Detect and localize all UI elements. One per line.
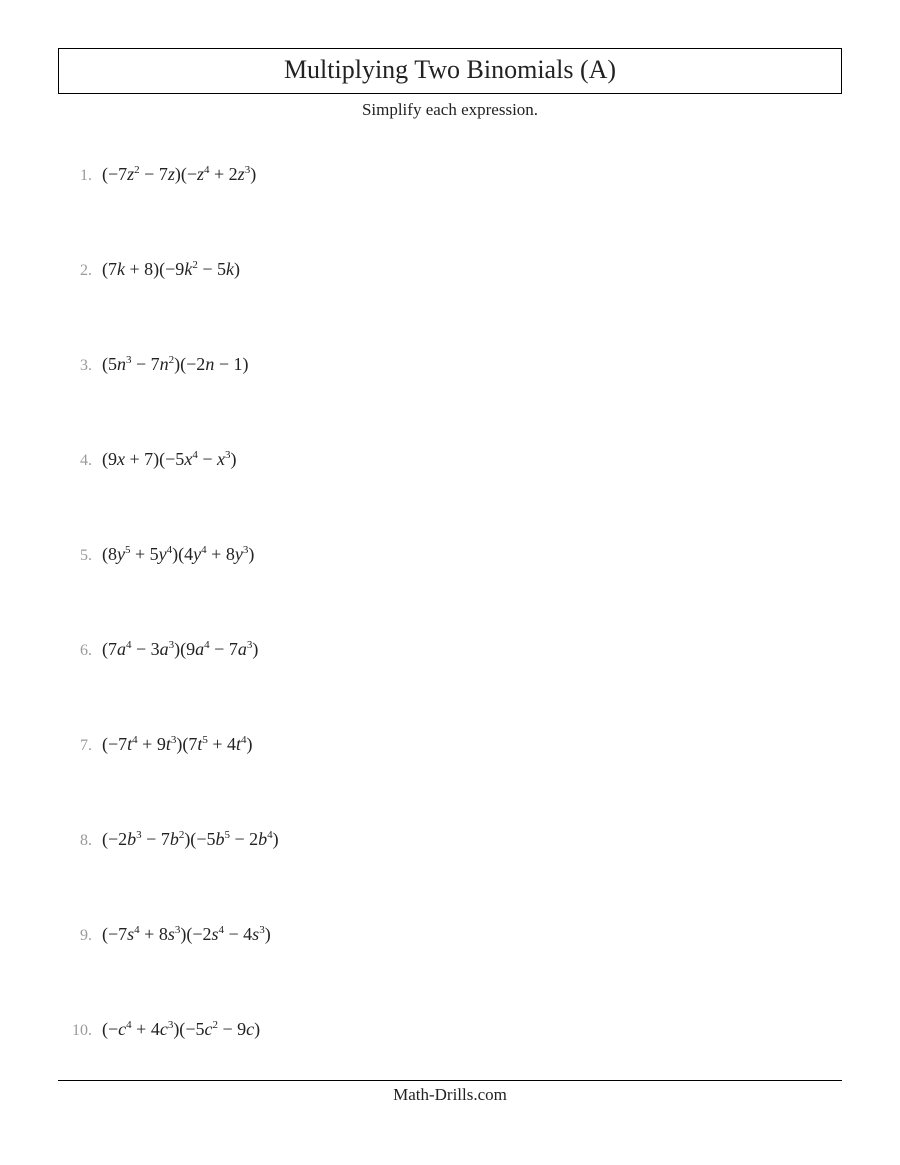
expression: (7a4 − 3a3)(9a4 − 7a3) [102, 639, 258, 660]
problem-number: 1. [64, 167, 92, 185]
problem-row: 6. (7a4 − 3a3)(9a4 − 7a3) [64, 639, 842, 660]
problem-row: 1. (−7z2 − 7z)(−z4 + 2z3) [64, 164, 842, 185]
problem-number: 2. [64, 262, 92, 280]
title-box: Multiplying Two Binomials (A) [58, 48, 842, 94]
problem-number: 8. [64, 832, 92, 850]
expression: (7k + 8)(−9k2 − 5k) [102, 259, 240, 280]
problem-row: 7. (−7t4 + 9t3)(7t5 + 4t4) [64, 734, 842, 755]
problem-row: 2. (7k + 8)(−9k2 − 5k) [64, 259, 842, 280]
problem-row: 9. (−7s4 + 8s3)(−2s4 − 4s3) [64, 924, 842, 945]
problem-number: 3. [64, 357, 92, 375]
problem-number: 5. [64, 547, 92, 565]
expression: (5n3 − 7n2)(−2n − 1) [102, 354, 248, 375]
expression: (−c4 + 4c3)(−5c2 − 9c) [102, 1019, 260, 1040]
problem-row: 5. (8y5 + 5y4)(4y4 + 8y3) [64, 544, 842, 565]
footer-text: Math-Drills.com [393, 1085, 507, 1104]
problem-row: 3. (5n3 − 7n2)(−2n − 1) [64, 354, 842, 375]
page-title: Multiplying Two Binomials (A) [284, 55, 616, 84]
problem-number: 6. [64, 642, 92, 660]
problem-number: 9. [64, 927, 92, 945]
footer: Math-Drills.com [58, 1080, 842, 1105]
problem-row: 8. (−2b3 − 7b2)(−5b5 − 2b4) [64, 829, 842, 850]
problem-number: 7. [64, 737, 92, 755]
problem-number: 10. [64, 1022, 92, 1040]
problem-number: 4. [64, 452, 92, 470]
expression: (8y5 + 5y4)(4y4 + 8y3) [102, 544, 254, 565]
instructions: Simplify each expression. [58, 100, 842, 120]
expression: (−7s4 + 8s3)(−2s4 − 4s3) [102, 924, 271, 945]
problem-list: 1. (−7z2 − 7z)(−z4 + 2z3) 2. (7k + 8)(−9k2 … [58, 164, 842, 1040]
expression: (9x + 7)(−5x4 − x3) [102, 449, 236, 470]
expression: (−7z2 − 7z)(−z4 + 2z3) [102, 164, 256, 185]
problem-row: 4. (9x + 7)(−5x4 − x3) [64, 449, 842, 470]
expression: (−7t4 + 9t3)(7t5 + 4t4) [102, 734, 253, 755]
problem-row: 10. (−c4 + 4c3)(−5c2 − 9c) [64, 1019, 842, 1040]
expression: (−2b3 − 7b2)(−5b5 − 2b4) [102, 829, 279, 850]
